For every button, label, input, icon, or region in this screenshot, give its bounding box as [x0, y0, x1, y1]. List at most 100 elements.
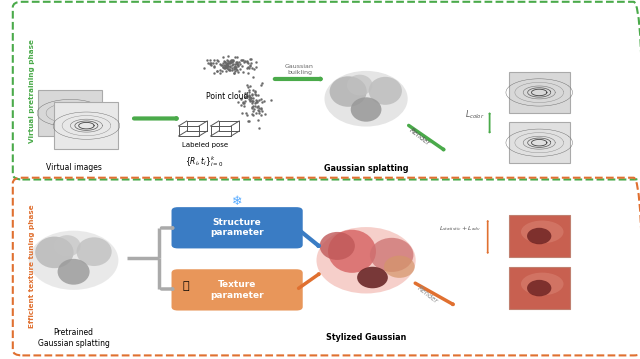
Text: $L_{color}$: $L_{color}$	[465, 109, 484, 121]
Point	[246, 95, 257, 101]
Point	[257, 108, 268, 113]
Point	[251, 59, 261, 65]
Point	[233, 69, 243, 75]
Point	[228, 58, 239, 64]
Text: Virtual pretraining phase: Virtual pretraining phase	[29, 39, 35, 143]
Point	[245, 56, 255, 62]
Ellipse shape	[369, 77, 402, 105]
Point	[220, 59, 230, 64]
Point	[237, 63, 248, 69]
Text: Render: Render	[408, 127, 431, 147]
Point	[237, 57, 248, 63]
Point	[250, 110, 260, 116]
Point	[240, 90, 250, 96]
Point	[256, 97, 266, 102]
Point	[208, 60, 218, 66]
Point	[222, 61, 232, 66]
FancyBboxPatch shape	[38, 90, 102, 136]
Point	[227, 60, 237, 65]
Point	[254, 108, 264, 114]
Point	[205, 60, 215, 66]
Point	[236, 62, 246, 67]
Point	[217, 62, 227, 67]
FancyBboxPatch shape	[509, 267, 570, 309]
Point	[243, 71, 253, 76]
Text: 🔥: 🔥	[182, 281, 189, 291]
Point	[212, 67, 222, 73]
Point	[218, 59, 228, 64]
Point	[245, 62, 255, 68]
Point	[257, 99, 267, 105]
Point	[259, 111, 269, 117]
Point	[247, 91, 257, 97]
Point	[221, 57, 232, 63]
Point	[251, 99, 261, 105]
Text: Stylized Gaussian: Stylized Gaussian	[326, 333, 406, 342]
Point	[221, 64, 231, 70]
Point	[234, 59, 244, 65]
Point	[249, 66, 259, 72]
Point	[223, 66, 233, 72]
Point	[246, 57, 256, 62]
Point	[204, 60, 214, 66]
Point	[244, 83, 255, 89]
Point	[246, 100, 257, 106]
Point	[256, 106, 266, 111]
Point	[244, 64, 255, 69]
Point	[218, 64, 228, 70]
Point	[236, 102, 246, 108]
Point	[250, 91, 260, 97]
Text: Gaussian
buikling: Gaussian buikling	[285, 64, 314, 75]
Point	[241, 82, 252, 88]
Point	[243, 84, 253, 89]
Ellipse shape	[521, 272, 564, 295]
Point	[221, 62, 232, 68]
Point	[236, 95, 246, 101]
Point	[216, 62, 227, 68]
Point	[248, 87, 258, 93]
Point	[240, 98, 250, 104]
Point	[244, 89, 254, 95]
Point	[253, 117, 264, 123]
Point	[247, 65, 257, 71]
Ellipse shape	[29, 231, 118, 290]
Point	[251, 97, 261, 103]
Point	[241, 111, 252, 116]
Point	[239, 103, 250, 108]
Point	[230, 54, 240, 60]
Point	[233, 99, 243, 105]
Point	[223, 60, 234, 66]
Point	[244, 94, 255, 100]
Point	[238, 99, 248, 104]
Point	[254, 111, 264, 116]
Point	[218, 60, 228, 65]
Point	[245, 97, 255, 103]
Point	[228, 61, 238, 67]
Point	[223, 53, 233, 59]
Point	[253, 125, 264, 131]
Point	[225, 59, 236, 64]
Point	[251, 92, 261, 98]
Ellipse shape	[54, 235, 81, 257]
Ellipse shape	[384, 256, 415, 278]
Point	[223, 58, 234, 64]
Point	[222, 65, 232, 71]
Point	[221, 62, 232, 68]
Point	[250, 88, 260, 94]
Point	[253, 107, 263, 113]
Point	[256, 112, 266, 118]
Point	[244, 93, 254, 99]
Point	[202, 57, 212, 63]
Point	[223, 63, 233, 69]
Point	[213, 59, 223, 64]
Point	[252, 64, 262, 70]
Text: ❄: ❄	[232, 195, 243, 208]
Point	[232, 61, 243, 66]
Point	[219, 62, 229, 67]
Point	[248, 112, 258, 118]
Point	[209, 70, 219, 75]
Point	[250, 103, 260, 109]
Ellipse shape	[347, 75, 372, 95]
Point	[232, 61, 242, 67]
Point	[231, 64, 241, 70]
